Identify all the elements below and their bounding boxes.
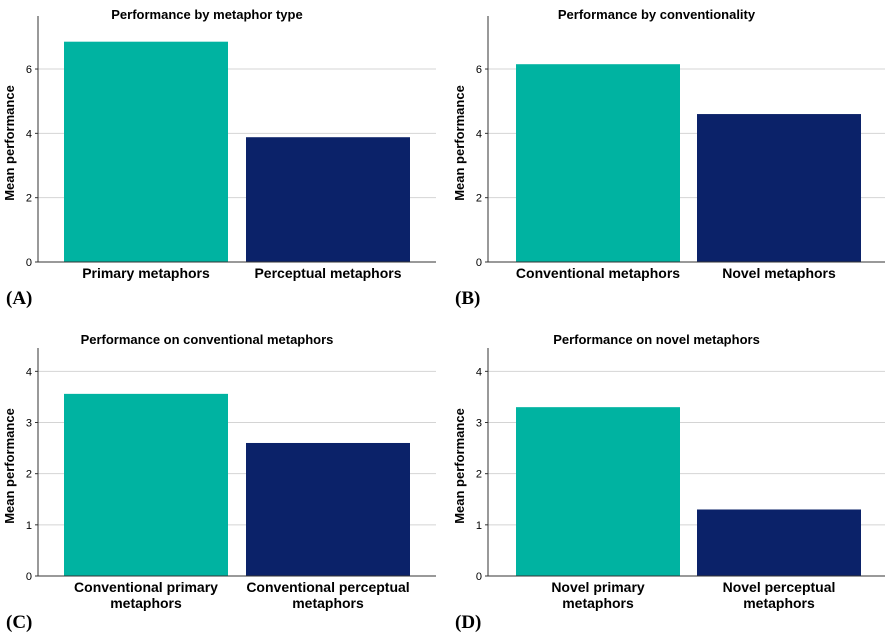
bar-primary <box>516 407 680 576</box>
y-tick-label: 4 <box>476 128 482 140</box>
y-tick-label: 4 <box>476 366 482 378</box>
bar-primary <box>64 41 228 262</box>
x-category-label: Novel primary metaphors <box>551 579 645 611</box>
y-tick-label: 6 <box>476 64 482 76</box>
y-tick-label: 4 <box>26 128 32 140</box>
panel-a: Performance by metaphor type Mean perform… <box>0 0 440 318</box>
x-category-label: Novel perceptual metaphors <box>723 579 836 611</box>
bar-secondary <box>246 137 410 262</box>
chart-a: Performance by metaphor type Mean perform… <box>2 7 436 281</box>
chart-title: Performance on novel metaphors <box>553 332 760 347</box>
x-category-label: Novel metaphors <box>722 265 836 281</box>
x-category-label: Conventional primary metaphors <box>74 579 218 611</box>
y-tick-label: 0 <box>26 571 32 583</box>
x-category-label: Conventional perceptual metaphors <box>246 579 409 611</box>
bar-primary <box>516 64 680 263</box>
y-axis-label: Mean performance <box>452 85 467 201</box>
bar-secondary <box>697 114 861 263</box>
chart-b: Performance by conventionality Mean perfo… <box>452 7 885 281</box>
panel-b: Performance by conventionality Mean perfo… <box>450 0 887 318</box>
y-tick-label: 2 <box>476 469 482 481</box>
y-tick-label: 0 <box>476 257 482 269</box>
y-tick-label: 1 <box>476 520 482 532</box>
chart-d: Performance on novel metaphors Mean perfo… <box>452 332 885 611</box>
y-tick-label: 4 <box>26 366 32 378</box>
y-tick-label: 2 <box>26 469 32 481</box>
chart-title: Performance by conventionality <box>558 7 756 22</box>
panel-label-c: (C) <box>6 612 33 633</box>
y-axis-label: Mean performance <box>452 408 467 524</box>
x-category-label: Conventional metaphors <box>516 265 680 281</box>
panel-label-a: (A) <box>6 288 33 309</box>
bar-primary <box>64 393 228 576</box>
bar-secondary <box>697 509 861 576</box>
chart-title: Performance by metaphor type <box>111 7 302 22</box>
panel-label-b: (B) <box>455 288 481 309</box>
y-tick-label: 3 <box>26 418 32 430</box>
y-tick-label: 0 <box>26 257 32 269</box>
panel-d: Performance on novel metaphors Mean perfo… <box>450 318 887 636</box>
y-tick-label: 0 <box>476 571 482 583</box>
chart-c: Performance on conventional metaphors Mea… <box>2 332 436 611</box>
y-tick-label: 2 <box>26 193 32 205</box>
chart-title: Performance on conventional metaphors <box>81 332 334 347</box>
y-tick-label: 3 <box>476 418 482 430</box>
x-category-label: Primary metaphors <box>82 265 210 281</box>
y-tick-label: 6 <box>26 64 32 76</box>
panel-label-d: (D) <box>455 612 482 633</box>
y-axis-label: Mean performance <box>2 408 17 524</box>
y-axis-label: Mean performance <box>2 85 17 201</box>
x-category-label: Perceptual metaphors <box>254 265 401 281</box>
bar-secondary <box>246 442 410 576</box>
y-tick-label: 1 <box>26 520 32 532</box>
y-tick-label: 2 <box>476 193 482 205</box>
panel-c: Performance on conventional metaphors Mea… <box>0 318 440 636</box>
